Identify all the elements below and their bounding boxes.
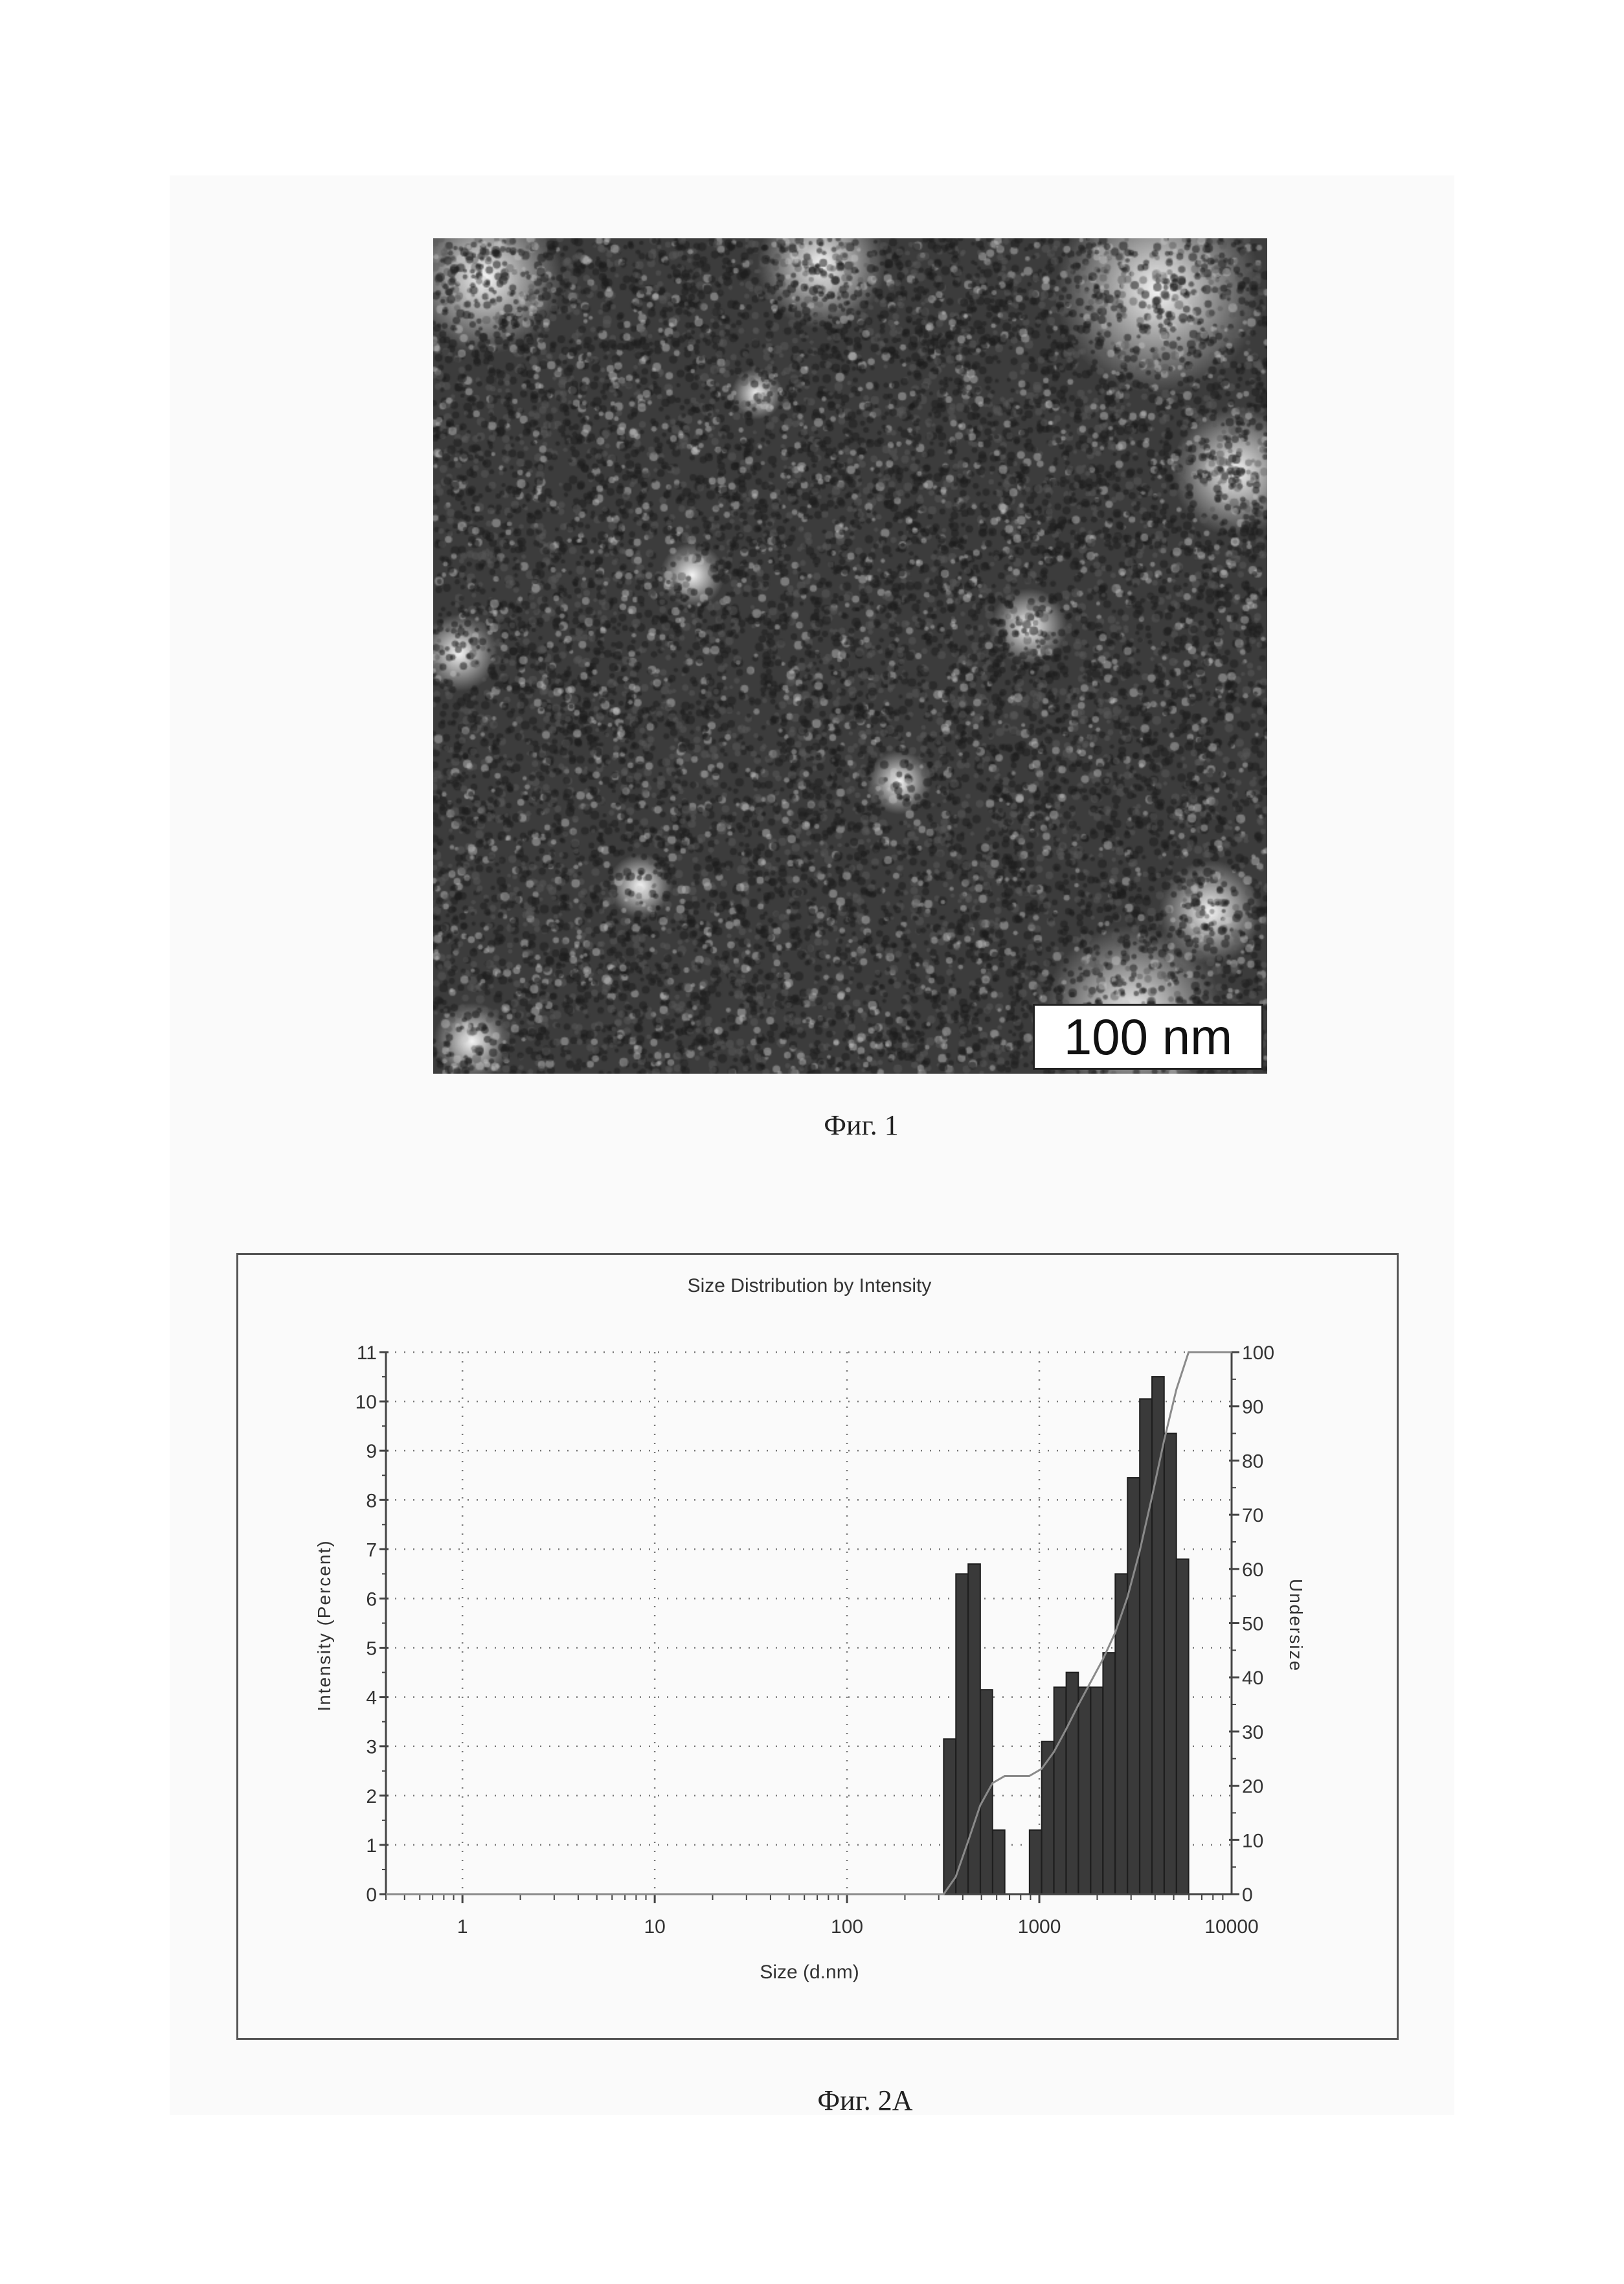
histogram-bar bbox=[968, 1564, 980, 1894]
histogram-bar bbox=[1127, 1478, 1140, 1894]
histogram-bar bbox=[1079, 1687, 1091, 1894]
y2-tick-label: 100 bbox=[1242, 1342, 1274, 1364]
y2-tick-label: 90 bbox=[1242, 1397, 1263, 1418]
y-tick-label: 1 bbox=[366, 1835, 377, 1857]
x-tick-label: 10 bbox=[644, 1916, 665, 1938]
y-axis-label: Intensity (Percent) bbox=[314, 1539, 334, 1711]
x-axis-label: Size (d.nm) bbox=[760, 1962, 859, 1983]
y2-tick-label: 10 bbox=[1242, 1830, 1263, 1851]
x-tick-label: 100 bbox=[831, 1916, 863, 1938]
y2-tick-label: 60 bbox=[1242, 1559, 1263, 1581]
y2-tick-label: 50 bbox=[1242, 1614, 1263, 1635]
y-tick-label: 5 bbox=[366, 1638, 377, 1660]
figure-2a-caption: Фиг. 2А bbox=[817, 2084, 912, 2117]
x-tick-label: 1000 bbox=[1018, 1916, 1061, 1938]
histogram-bar bbox=[1090, 1687, 1103, 1894]
y-tick-label: 11 bbox=[357, 1342, 377, 1364]
y2-tick-label: 70 bbox=[1242, 1505, 1263, 1526]
y-tick-label: 10 bbox=[355, 1392, 377, 1413]
y-tick-label: 4 bbox=[366, 1688, 377, 1709]
y-tick-label: 0 bbox=[366, 1884, 377, 1906]
y-tick-label: 6 bbox=[366, 1589, 377, 1610]
x-tick-label: 10000 bbox=[1204, 1916, 1258, 1938]
chart-title: Size Distribution by Intensity bbox=[688, 1275, 932, 1296]
y2-tick-label: 40 bbox=[1242, 1668, 1263, 1689]
y2-tick-label: 30 bbox=[1242, 1722, 1263, 1743]
histogram-bar bbox=[1140, 1399, 1152, 1894]
histogram-bar bbox=[1054, 1687, 1066, 1894]
histogram-bar bbox=[1152, 1377, 1164, 1894]
y2-tick-label: 20 bbox=[1242, 1776, 1263, 1798]
y2-axis-label: Undersize bbox=[1286, 1579, 1306, 1672]
histogram-bar bbox=[1164, 1434, 1177, 1894]
histogram-bar bbox=[1115, 1574, 1127, 1894]
histogram-bar bbox=[1103, 1653, 1115, 1894]
histogram-bar bbox=[980, 1690, 993, 1894]
histogram-bar bbox=[1030, 1830, 1042, 1894]
x-tick-label: 1 bbox=[457, 1916, 468, 1938]
y-tick-label: 8 bbox=[366, 1490, 377, 1511]
y-tick-label: 3 bbox=[366, 1737, 377, 1758]
y2-tick-label: 80 bbox=[1242, 1451, 1263, 1472]
y-tick-label: 9 bbox=[366, 1441, 377, 1462]
y2-tick-label: 0 bbox=[1242, 1884, 1253, 1906]
y-tick-label: 2 bbox=[366, 1786, 377, 1807]
histogram-bar bbox=[993, 1830, 1005, 1894]
histogram-bar bbox=[1066, 1673, 1079, 1894]
histogram-bar bbox=[943, 1739, 956, 1894]
y-tick-label: 7 bbox=[366, 1539, 377, 1561]
histogram-bar bbox=[1042, 1741, 1054, 1894]
histogram-bar bbox=[1177, 1559, 1189, 1894]
